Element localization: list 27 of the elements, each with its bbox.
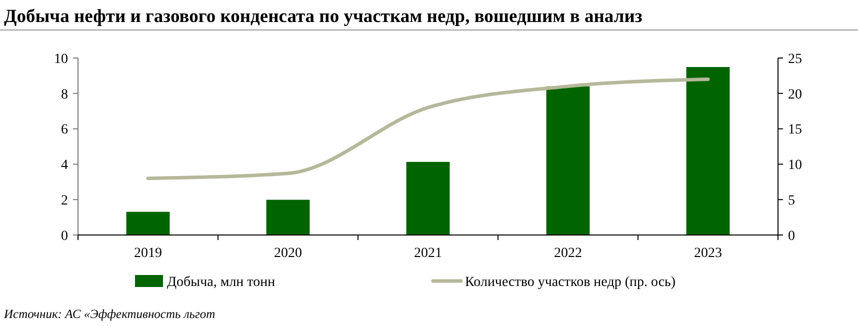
chart-title: Добыча нефти и газового конденсата по участкам недр, вошедшим в анализ <box>4 7 642 27</box>
line-series <box>146 77 710 180</box>
y-tick-label: 10 <box>54 52 68 67</box>
y-tick-label: 0 <box>61 228 68 244</box>
x-tick-label: 2023 <box>694 246 722 261</box>
bar <box>126 212 170 235</box>
y-tick-label: 6 <box>61 122 68 138</box>
legend-label: Количество участков недр (пр. ось) <box>465 274 676 290</box>
y2-tick-label: 15 <box>788 122 802 138</box>
bar <box>266 200 310 235</box>
y2-tick-label: 10 <box>788 158 802 174</box>
bar <box>546 86 590 235</box>
y2-tick-label: 20 <box>788 87 802 102</box>
x-tick-label: 2019 <box>134 246 162 261</box>
bar <box>406 162 450 235</box>
y-tick-label: 2 <box>61 194 68 208</box>
x-tick-label: 2021 <box>414 246 442 261</box>
legend-label: Добыча, млн тонн <box>167 274 276 290</box>
y2-tick-label: 0 <box>788 228 795 244</box>
y2-tick-label: 25 <box>788 52 802 67</box>
x-tick-label: 2020 <box>274 246 302 261</box>
y-tick-label: 8 <box>61 87 68 102</box>
y-tick-label: 4 <box>61 158 68 174</box>
y2-tick-label: 5 <box>788 194 795 208</box>
x-tick-label: 2022 <box>554 246 582 261</box>
text: Источник: АС «Эффективность льгот <box>3 307 216 321</box>
bar <box>686 67 730 235</box>
